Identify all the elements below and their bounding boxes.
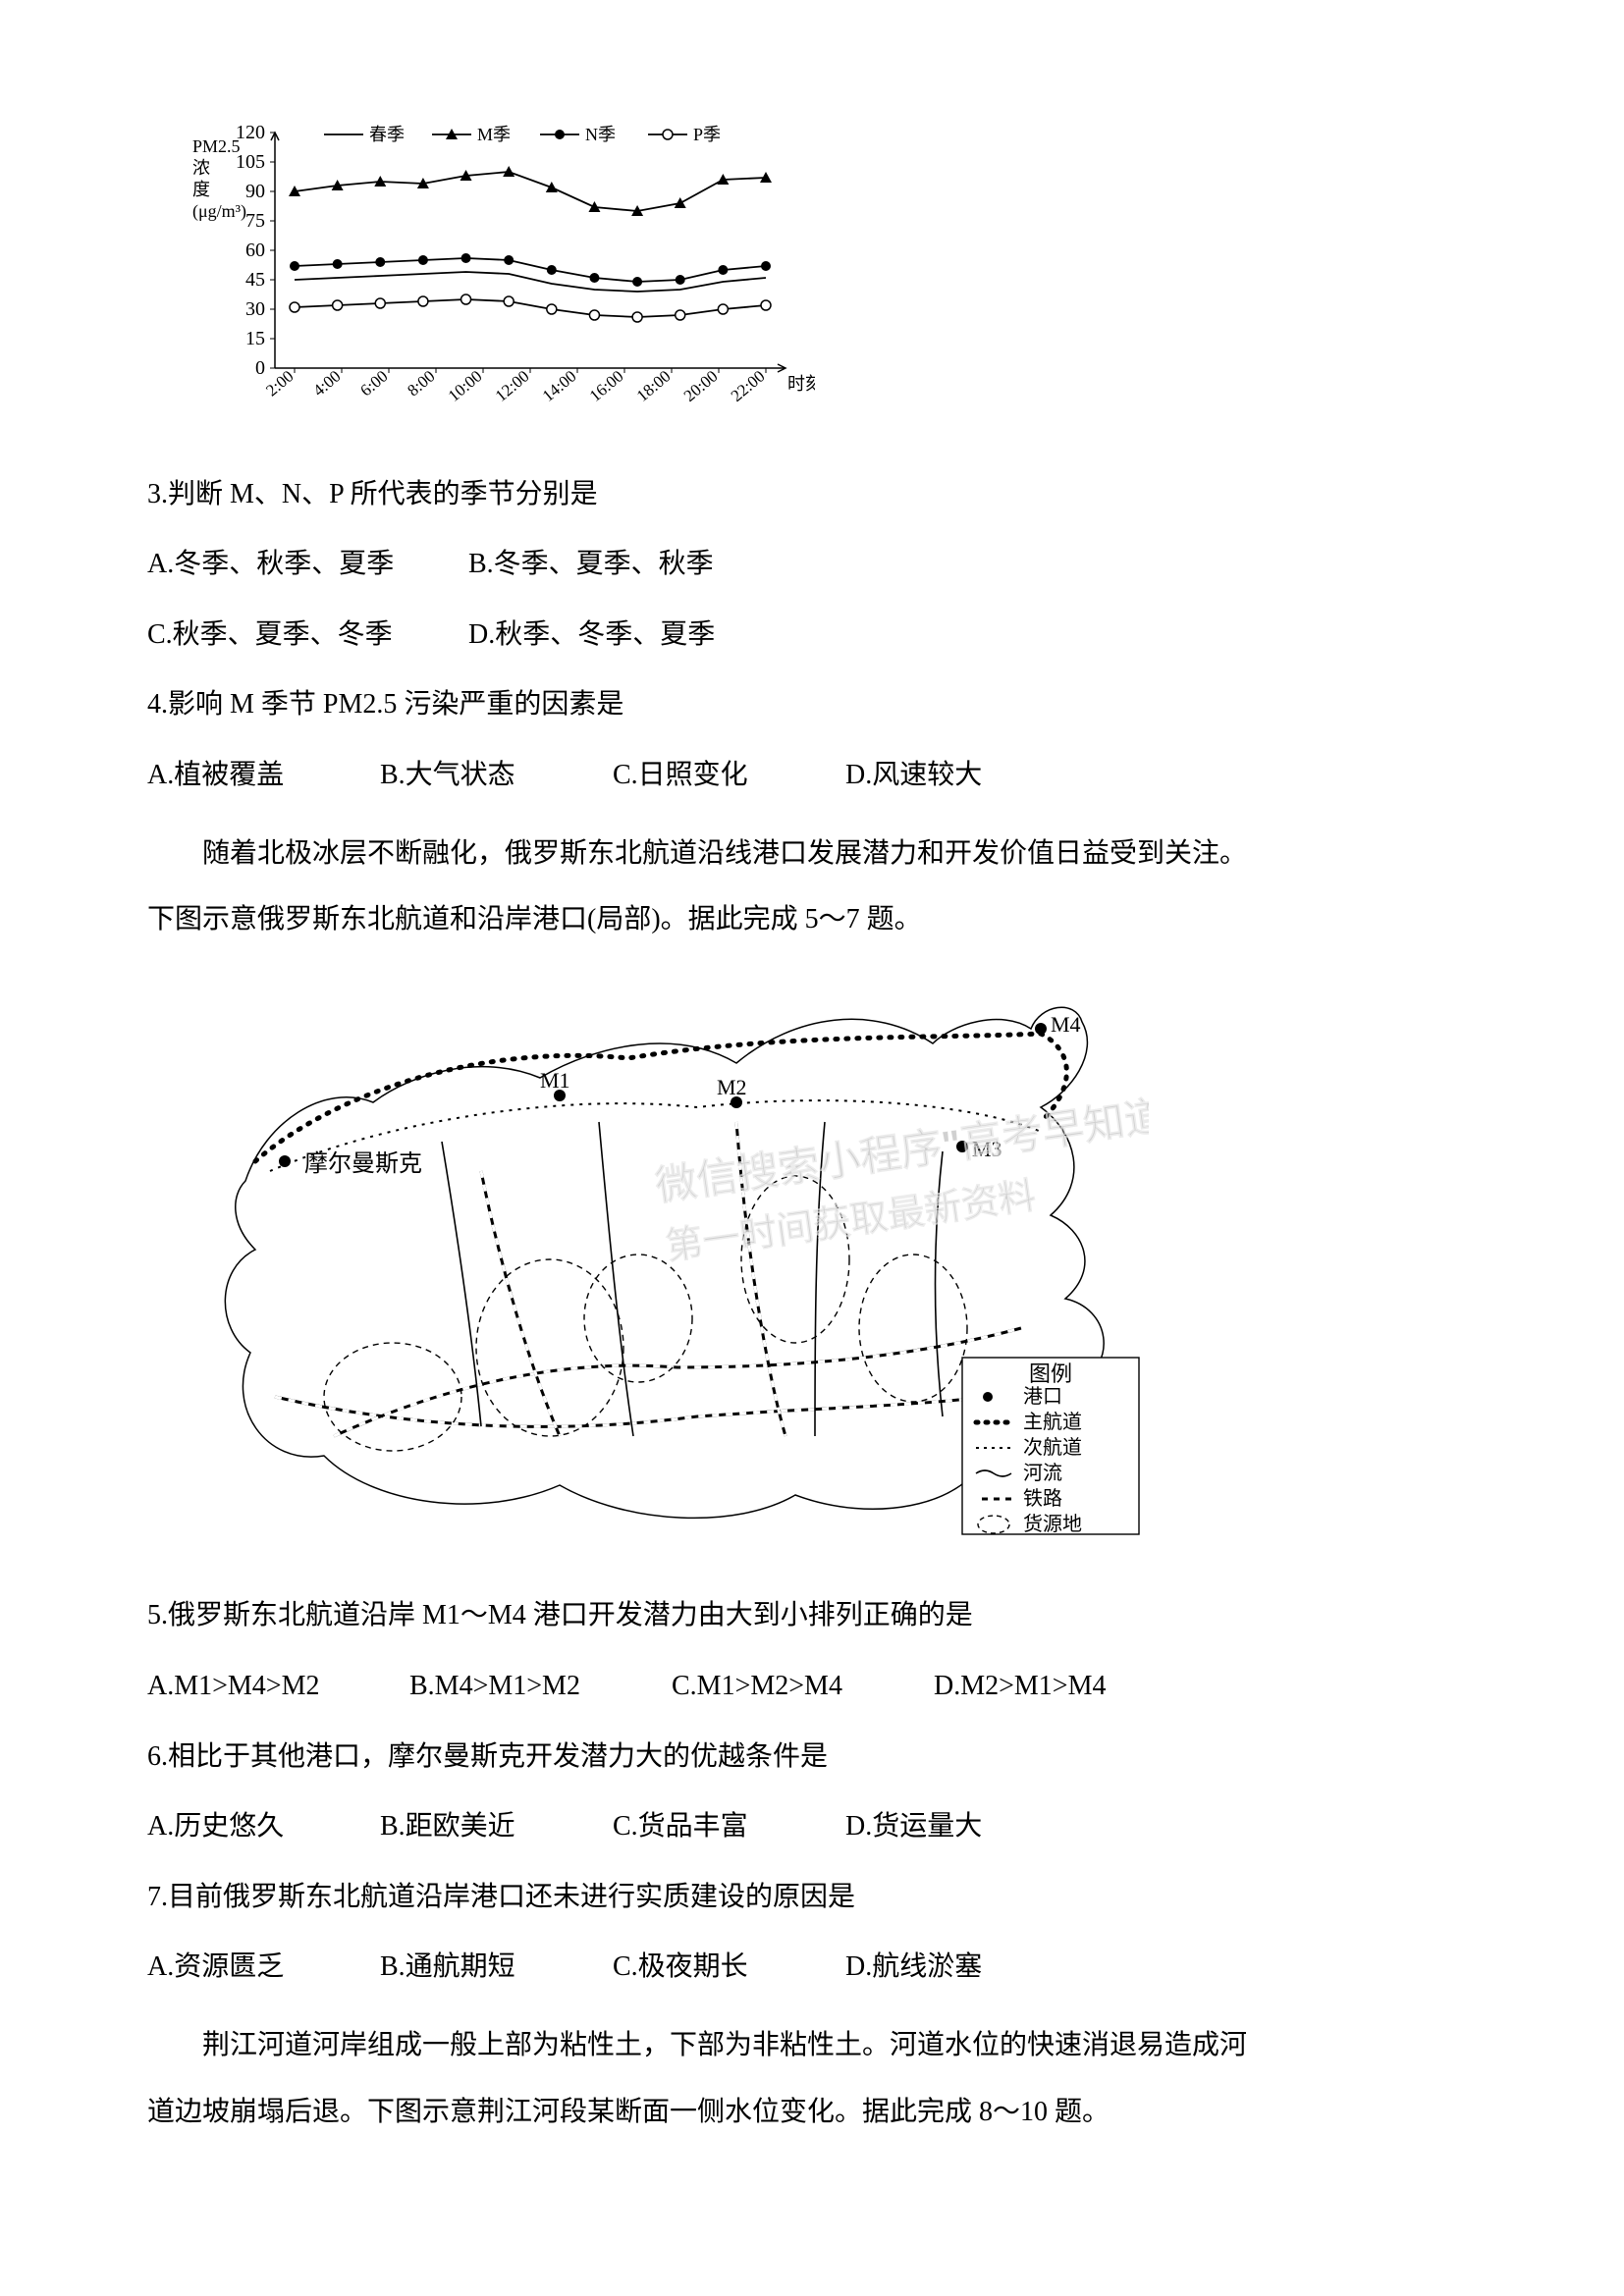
- svg-text:6:00: 6:00: [356, 367, 391, 400]
- q5-text: 5.俄罗斯东北航道沿岸 M1～M4 港口开发潜力由大到小排列正确的是: [147, 1585, 1477, 1646]
- q5-options: A.M1>M4>M2 B.M4>M1>M2 C.M1>M2>M4 D.M2>M1…: [147, 1656, 1477, 1717]
- q5-opt-b: B.M4>M1>M2: [409, 1656, 665, 1717]
- passage2-line1: 荆江河道河岸组成一般上部为粘性土，下部为非粘性土。河道水位的快速消退易造成河: [147, 2015, 1477, 2076]
- q7-opt-a: A.资源匮乏: [147, 1937, 373, 1998]
- passage1-line2: 下图示意俄罗斯东北航道和沿岸港口(局部)。据此完成 5～7 题。: [147, 889, 1477, 950]
- svg-text:主航道: 主航道: [1023, 1411, 1082, 1433]
- svg-text:春季: 春季: [369, 125, 405, 144]
- q3-opt-d: D.秋季、冬季、夏季: [468, 605, 715, 666]
- q4-text: 4.影响 M 季节 PM2.5 污染严重的因素是: [147, 674, 1477, 735]
- svg-text:22:00: 22:00: [728, 367, 769, 405]
- svg-text:摩尔曼斯克: 摩尔曼斯克: [304, 1150, 422, 1177]
- q6-opt-d: D.货运量大: [845, 1796, 982, 1857]
- q3-opt-b: B.冬季、夏季、秋季: [468, 534, 714, 595]
- q5-opt-c: C.M1>M2>M4: [672, 1656, 927, 1717]
- q7-opt-b: B.通航期短: [380, 1937, 606, 1998]
- q5-opt-a: A.M1>M4>M2: [147, 1656, 403, 1717]
- q6-text: 6.相比于其他港口，摩尔曼斯克开发潜力大的优越条件是: [147, 1727, 1477, 1788]
- svg-text:铁路: 铁路: [1023, 1487, 1062, 1510]
- svg-text:4:00: 4:00: [309, 367, 344, 400]
- svg-text:P季: P季: [693, 125, 721, 144]
- q3-opt-c: C.秋季、夏季、冬季: [147, 605, 461, 666]
- q6-opt-b: B.距欧美近: [380, 1796, 606, 1857]
- svg-text:N季: N季: [585, 125, 616, 144]
- passage2-line2: 道边坡崩塌后退。下图示意荆江河段某断面一侧水位变化。据此完成 8～10 题。: [147, 2082, 1477, 2143]
- q7-text: 7.目前俄罗斯东北航道沿岸港口还未进行实质建设的原因是: [147, 1867, 1477, 1928]
- svg-text:45: 45: [245, 269, 265, 291]
- q3-options-row1: A.冬季、秋季、夏季 B.冬季、夏季、秋季: [147, 534, 1477, 595]
- svg-text:12:00: 12:00: [492, 367, 533, 405]
- svg-text:PM2.5: PM2.5: [192, 136, 241, 156]
- svg-text:河流: 河流: [1023, 1462, 1062, 1484]
- pm25-chart-svg: 0153045607590105120PM2.5浓度(μg/m³)2:004:0…: [187, 118, 815, 422]
- svg-text:度: 度: [192, 180, 210, 199]
- q3-text: 3.判断 M、N、P 所代表的季节分别是: [147, 464, 1477, 525]
- passage1-line1: 随着北极冰层不断融化，俄罗斯东北航道沿线港口发展潜力和开发价值日益受到关注。: [147, 824, 1477, 884]
- svg-text:18:00: 18:00: [633, 367, 675, 405]
- svg-text:14:00: 14:00: [539, 367, 580, 405]
- svg-text:M4: M4: [1051, 1012, 1081, 1037]
- svg-text:60: 60: [245, 240, 265, 261]
- q7-opt-d: D.航线淤塞: [845, 1937, 982, 1998]
- svg-text:港口: 港口: [1023, 1385, 1062, 1408]
- svg-text:15: 15: [245, 328, 265, 349]
- svg-text:2:00: 2:00: [262, 367, 297, 400]
- q4-opt-a: A.植被覆盖: [147, 745, 373, 806]
- q4-options: A.植被覆盖 B.大气状态 C.日照变化 D.风速较大: [147, 745, 1477, 806]
- russia-map: 摩尔曼斯克M1M2M3M4图例港口主航道次航道河流铁路货源地微信搜索小程序"高考…: [187, 975, 1477, 1567]
- q4-opt-d: D.风速较大: [845, 745, 982, 806]
- svg-text:时刻: 时刻: [787, 374, 815, 394]
- svg-text:次航道: 次航道: [1023, 1436, 1082, 1459]
- svg-text:75: 75: [245, 210, 265, 232]
- svg-text:浓: 浓: [192, 158, 210, 178]
- q3-opt-a: A.冬季、秋季、夏季: [147, 534, 461, 595]
- svg-text:图例: 图例: [1029, 1362, 1072, 1386]
- svg-text:20:00: 20:00: [680, 367, 722, 405]
- pm25-chart: 0153045607590105120PM2.5浓度(μg/m³)2:004:0…: [187, 118, 1477, 445]
- svg-text:M1: M1: [540, 1068, 570, 1093]
- svg-text:M季: M季: [477, 125, 511, 144]
- q3-options-row2: C.秋季、夏季、冬季 D.秋季、冬季、夏季: [147, 605, 1477, 666]
- russia-map-svg: 摩尔曼斯克M1M2M3M4图例港口主航道次航道河流铁路货源地微信搜索小程序"高考…: [187, 975, 1149, 1544]
- svg-text:货源地: 货源地: [1023, 1513, 1082, 1535]
- svg-text:30: 30: [245, 298, 265, 320]
- q4-opt-b: B.大气状态: [380, 745, 606, 806]
- q5-opt-d: D.M2>M1>M4: [934, 1656, 1107, 1717]
- q4-opt-c: C.日照变化: [613, 745, 839, 806]
- svg-text:10:00: 10:00: [445, 367, 486, 405]
- svg-text:16:00: 16:00: [586, 367, 627, 405]
- q7-options: A.资源匮乏 B.通航期短 C.极夜期长 D.航线淤塞: [147, 1937, 1477, 1998]
- q6-opt-a: A.历史悠久: [147, 1796, 373, 1857]
- svg-text:(μg/m³): (μg/m³): [192, 201, 246, 222]
- svg-text:0: 0: [255, 357, 265, 379]
- q6-opt-c: C.货品丰富: [613, 1796, 839, 1857]
- svg-text:M2: M2: [717, 1075, 747, 1099]
- svg-text:90: 90: [245, 181, 265, 202]
- svg-text:8:00: 8:00: [404, 367, 438, 400]
- q6-options: A.历史悠久 B.距欧美近 C.货品丰富 D.货运量大: [147, 1796, 1477, 1857]
- q7-opt-c: C.极夜期长: [613, 1937, 839, 1998]
